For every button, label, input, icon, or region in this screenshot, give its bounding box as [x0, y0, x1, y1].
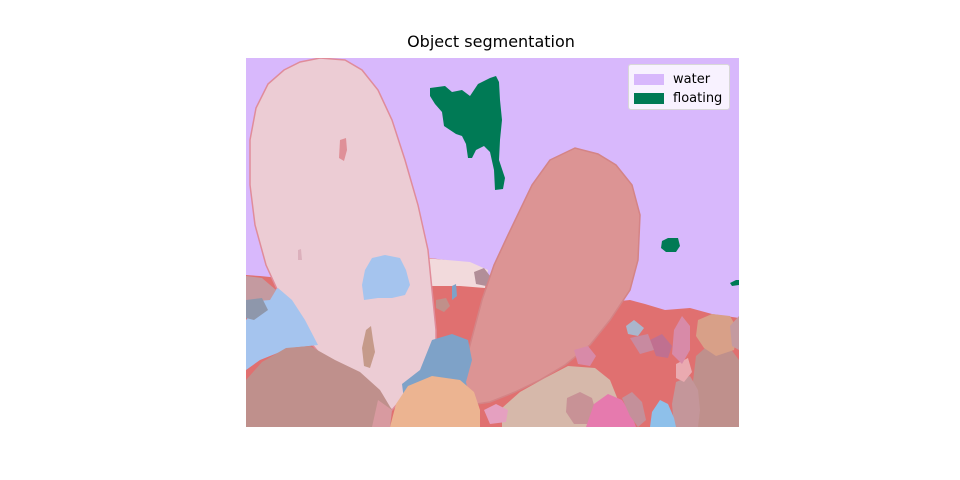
rock-left-top — [246, 276, 276, 302]
rock-pink-mid — [574, 346, 596, 366]
rock-slate-right — [626, 320, 644, 336]
rock-violet-right — [650, 334, 672, 358]
legend: water floating — [628, 64, 730, 110]
figure-title: Object segmentation — [407, 32, 575, 51]
rock-pink-small — [484, 404, 508, 424]
gray-rock-bottom — [622, 392, 646, 427]
light-blue-rock — [650, 400, 676, 427]
rock-brown-1 — [566, 392, 596, 424]
legend-item-floating: floating — [634, 90, 722, 106]
legend-item-water: water — [634, 71, 710, 87]
pale-region — [424, 258, 488, 288]
rock-light-right — [676, 358, 692, 382]
blue-streak — [452, 284, 457, 300]
legend-label-floating: floating — [673, 90, 723, 106]
mauve-region-left — [246, 346, 392, 427]
legend-swatch-water — [634, 73, 664, 85]
rock-rose-right — [630, 334, 654, 354]
orange-rock — [390, 376, 480, 427]
rock-small-1 — [474, 268, 490, 286]
blue-patch — [362, 255, 410, 300]
rock-bottom-left-strip — [372, 400, 392, 427]
mauve-region-right — [690, 342, 739, 427]
rock-orange-right — [696, 314, 738, 356]
floating-object-tiny — [730, 280, 739, 286]
legend-swatch-floating — [634, 92, 664, 104]
rock-pink-right — [672, 316, 690, 364]
spot-2 — [298, 249, 302, 260]
spot-1 — [339, 138, 347, 161]
floating-object-small — [661, 238, 680, 252]
legend-label-water: water — [673, 71, 711, 87]
rock-right-edge — [730, 316, 739, 350]
floating-object-large — [430, 76, 505, 190]
right-petal — [461, 147, 641, 406]
rock-small-2 — [436, 298, 450, 312]
rock-pinkish-right — [672, 376, 700, 427]
rock-left-gray — [246, 298, 268, 320]
tan-spot — [362, 326, 375, 368]
pink-rock — [586, 394, 636, 427]
